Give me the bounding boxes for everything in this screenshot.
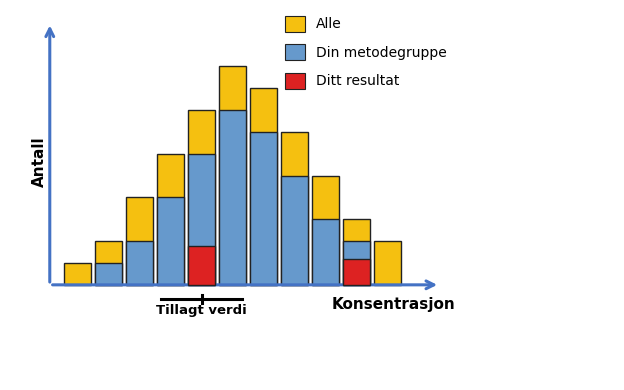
Bar [250,132,277,285]
Bar [343,241,370,285]
Text: Tillagt verdi: Tillagt verdi [156,304,247,317]
Bar [188,110,215,285]
Text: Konsentrasjon: Konsentrasjon [332,297,456,312]
Bar [250,88,277,285]
Bar [219,110,246,285]
Bar [312,219,339,285]
Bar [157,154,184,285]
Bar [281,176,308,285]
Bar [312,176,339,285]
Bar [374,241,401,285]
Bar [188,154,215,285]
Bar [219,66,246,285]
Bar [281,132,308,285]
Bar [343,219,370,285]
Bar [95,263,122,285]
Bar [188,246,215,285]
Text: Antall: Antall [31,136,46,187]
Bar [157,197,184,285]
Bar [126,197,154,285]
Legend: Alle, Din metodegruppe, Ditt resultat: Alle, Din metodegruppe, Ditt resultat [285,16,447,89]
Bar [126,241,154,285]
Bar [64,263,91,285]
Bar [95,241,122,285]
Bar [343,259,370,285]
